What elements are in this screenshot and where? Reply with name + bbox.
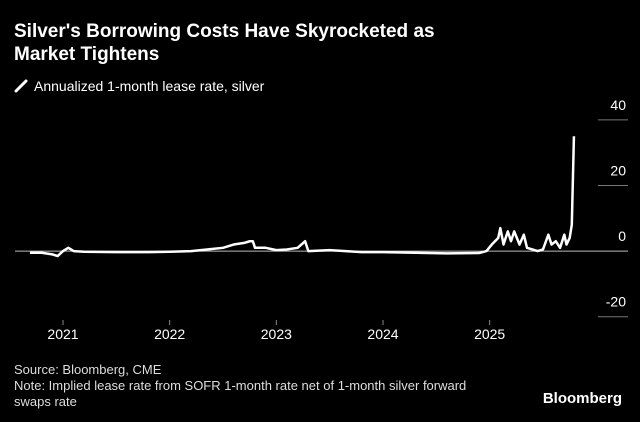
y-tick-label: -20 [606,294,626,310]
note: Note: Implied lease rate from SOFR 1-mon… [14,378,467,409]
brand: Bloomberg [542,390,622,407]
legend: Annualized 1-month lease rate, silver [14,78,264,94]
source: Source: Bloomberg, CME [14,362,162,377]
x-tick-label: 2025 [474,326,505,342]
y-tick-label: 20 [610,162,626,178]
y-tick-label: 40 [610,97,626,113]
chart-title: Silver's Borrowing Costs Have Skyrockete… [14,21,435,65]
x-tick-label: 2021 [47,326,78,342]
data-line [29,136,576,258]
y-tick-label: 0 [618,228,626,244]
x-tick-label: 2023 [261,326,292,342]
legend-label: Annualized 1-month lease rate, silver [34,78,265,94]
legend-icon [14,79,28,93]
x-tick-label: 2022 [154,326,185,342]
x-tick-label: 2024 [367,326,398,342]
